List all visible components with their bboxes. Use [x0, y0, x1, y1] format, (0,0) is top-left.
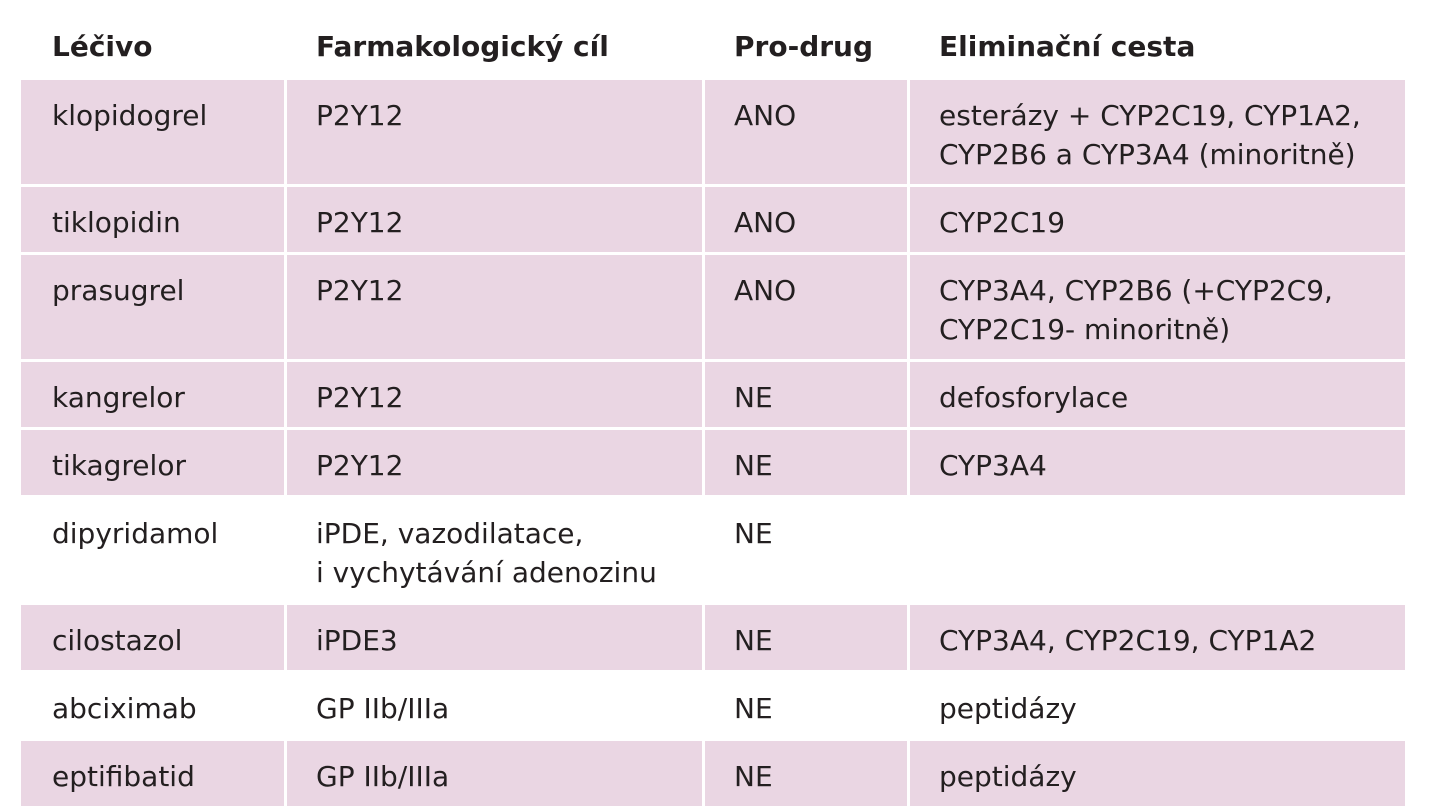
cell-elimination: CYP3A4 — [907, 430, 1405, 495]
table-row: abciximab GP IIb/IIIa NE peptidázy — [21, 673, 1405, 738]
cell-target: GP IIb/IIIa — [284, 741, 702, 806]
cell-target: iPDE, vazodilatace, i vychytávání adenoz… — [284, 498, 702, 602]
cell-elimination: CYP3A4, CYP2B6 (+CYP2C9, CYP2C19- minori… — [907, 255, 1405, 359]
table-row: dipyridamol iPDE, vazodilatace, i vychyt… — [21, 498, 1405, 602]
cell-target: P2Y12 — [284, 187, 702, 252]
cell-target: P2Y12 — [284, 362, 702, 427]
cell-prodrug: NE — [702, 362, 907, 427]
table-row: cilostazol iPDE3 NE CYP3A4, CYP2C19, CYP… — [21, 605, 1405, 670]
cell-elimination: CYP2C19 — [907, 187, 1405, 252]
cell-prodrug: ANO — [702, 255, 907, 359]
table-row: tikagrelor P2Y12 NE CYP3A4 — [21, 430, 1405, 495]
cell-elimination — [907, 498, 1405, 602]
cell-drug: abciximab — [21, 673, 284, 738]
cell-drug: cilostazol — [21, 605, 284, 670]
table-row: eptifibatid GP IIb/IIIa NE peptidázy — [21, 741, 1405, 806]
cell-prodrug: NE — [702, 673, 907, 738]
antiplatelet-drug-table: Léčivo Farmakologický cíl Pro-drug Elimi… — [21, 14, 1405, 809]
cell-drug: tiklopidin — [21, 187, 284, 252]
header-prodrug: Pro-drug — [702, 17, 907, 77]
cell-elimination: defosforylace — [907, 362, 1405, 427]
cell-elimination: peptidázy — [907, 741, 1405, 806]
cell-drug: eptifibatid — [21, 741, 284, 806]
header-row: Léčivo Farmakologický cíl Pro-drug Elimi… — [21, 17, 1405, 77]
table-header: Léčivo Farmakologický cíl Pro-drug Elimi… — [21, 17, 1405, 77]
cell-target: P2Y12 — [284, 430, 702, 495]
table-row: prasugrel P2Y12 ANO CYP3A4, CYP2B6 (+CYP… — [21, 255, 1405, 359]
header-target: Farmakologický cíl — [284, 17, 702, 77]
cell-drug: dipyridamol — [21, 498, 284, 602]
cell-target: GP IIb/IIIa — [284, 673, 702, 738]
cell-drug: kangrelor — [21, 362, 284, 427]
header-elimination: Eliminační cesta — [907, 17, 1405, 77]
cell-prodrug: ANO — [702, 187, 907, 252]
cell-target: P2Y12 — [284, 255, 702, 359]
header-drug: Léčivo — [21, 17, 284, 77]
cell-prodrug: ANO — [702, 80, 907, 184]
cell-prodrug: NE — [702, 741, 907, 806]
table-row: kangrelor P2Y12 NE defosforylace — [21, 362, 1405, 427]
cell-elimination: esterázy + CYP2C19, CYP1A2, CYP2B6 a CYP… — [907, 80, 1405, 184]
table-row: tiklopidin P2Y12 ANO CYP2C19 — [21, 187, 1405, 252]
table-body: klopidogrel P2Y12 ANO esterázy + CYP2C19… — [21, 80, 1405, 806]
cell-prodrug: NE — [702, 430, 907, 495]
table-row: klopidogrel P2Y12 ANO esterázy + CYP2C19… — [21, 80, 1405, 184]
cell-target: iPDE3 — [284, 605, 702, 670]
cell-elimination: CYP3A4, CYP2C19, CYP1A2 — [907, 605, 1405, 670]
cell-prodrug: NE — [702, 498, 907, 602]
cell-target: P2Y12 — [284, 80, 702, 184]
cell-drug: tikagrelor — [21, 430, 284, 495]
cell-drug: prasugrel — [21, 255, 284, 359]
cell-prodrug: NE — [702, 605, 907, 670]
cell-elimination: peptidázy — [907, 673, 1405, 738]
cell-drug: klopidogrel — [21, 80, 284, 184]
